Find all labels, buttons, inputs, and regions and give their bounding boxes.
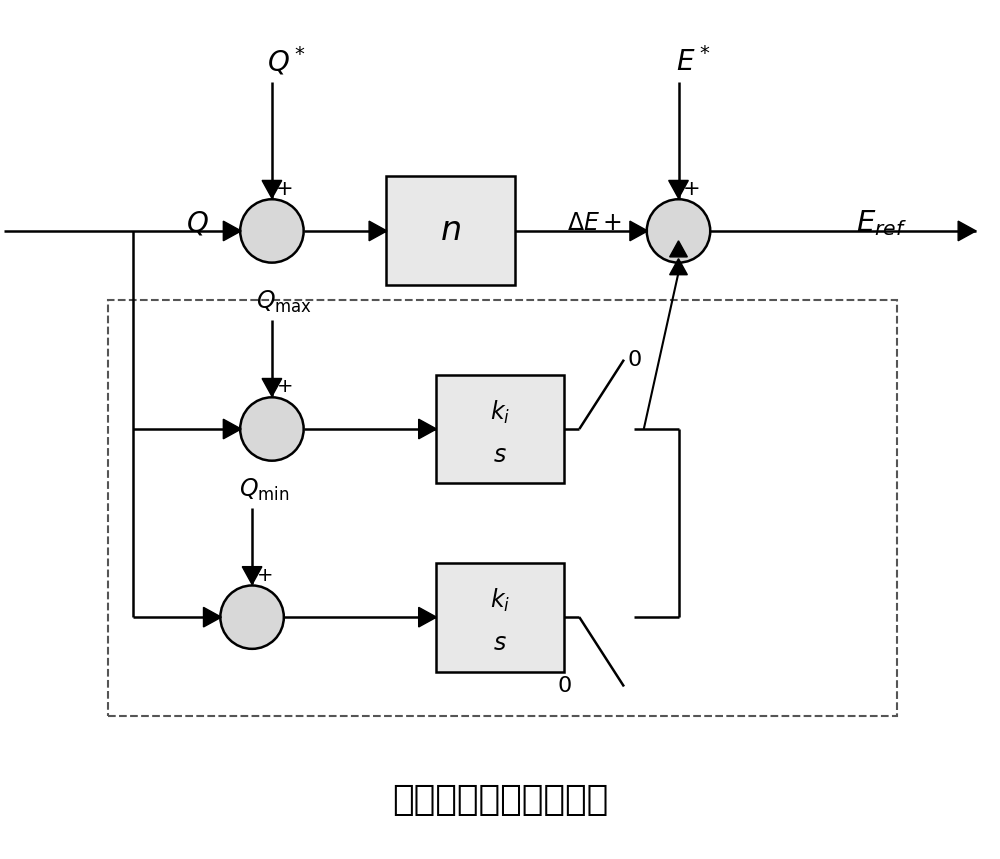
Polygon shape [242, 567, 262, 584]
Polygon shape [223, 419, 241, 439]
FancyBboxPatch shape [436, 375, 564, 484]
Polygon shape [262, 180, 282, 198]
Polygon shape [670, 241, 687, 257]
Text: $+$: $+$ [276, 379, 292, 396]
FancyBboxPatch shape [386, 176, 515, 285]
FancyBboxPatch shape [436, 563, 564, 672]
Polygon shape [203, 607, 221, 627]
Polygon shape [262, 379, 282, 396]
Text: $Q^*$: $Q^*$ [267, 45, 306, 77]
Polygon shape [958, 221, 976, 241]
Polygon shape [369, 221, 387, 241]
Text: $0$: $0$ [627, 349, 641, 371]
Text: $E_{ref}$: $E_{ref}$ [856, 208, 907, 238]
Text: $s$: $s$ [493, 632, 507, 655]
Text: $+$: $+$ [275, 180, 293, 199]
Text: $\Delta E+$: $\Delta E+$ [567, 211, 622, 235]
Text: $+$: $+$ [256, 567, 272, 585]
Ellipse shape [220, 586, 284, 649]
Text: $0$: $0$ [557, 675, 572, 698]
Text: 无功功率限幅控制环节: 无功功率限幅控制环节 [392, 783, 608, 818]
Text: $Q_{\max}$: $Q_{\max}$ [256, 289, 312, 315]
Text: $E^*$: $E^*$ [676, 47, 711, 77]
Ellipse shape [647, 199, 710, 263]
Text: $-$: $-$ [232, 603, 248, 621]
Polygon shape [419, 607, 437, 627]
Text: $+$: $+$ [682, 180, 699, 199]
Polygon shape [669, 180, 688, 198]
Text: $-$: $-$ [273, 212, 290, 232]
Text: $-$: $-$ [274, 412, 290, 430]
Polygon shape [630, 221, 648, 241]
Polygon shape [223, 221, 241, 241]
Text: $n$: $n$ [440, 215, 461, 247]
Polygon shape [419, 419, 437, 439]
Ellipse shape [240, 199, 304, 263]
Ellipse shape [240, 398, 304, 460]
Text: $Q_{\min}$: $Q_{\min}$ [239, 477, 289, 503]
Polygon shape [670, 259, 687, 275]
Text: $s$: $s$ [493, 444, 507, 467]
Text: $k_i$: $k_i$ [490, 399, 510, 426]
Text: $k_i$: $k_i$ [490, 587, 510, 614]
Text: $Q$: $Q$ [186, 209, 209, 237]
